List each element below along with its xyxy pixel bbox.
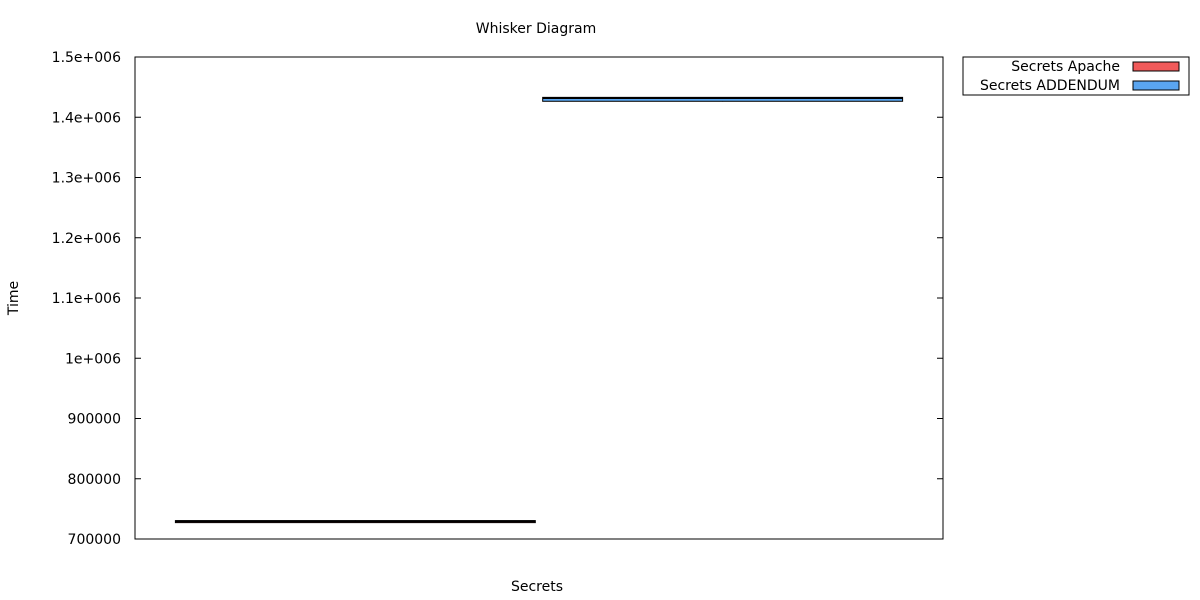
y-tick-label: 1.3e+006 xyxy=(52,171,121,187)
legend-label: Secrets Apache xyxy=(1011,59,1120,75)
y-tick-label: 1.4e+006 xyxy=(52,110,121,126)
chart-title: Whisker Diagram xyxy=(476,21,596,37)
plot-area-frame xyxy=(134,56,944,540)
legend-label: Secrets ADDENDUM xyxy=(980,78,1120,94)
x-axis-label: Secrets xyxy=(511,579,563,595)
y-tick-label: 1.1e+006 xyxy=(52,291,121,307)
y-axis-ticks: 700000 800000 900000 1e+006 1.1e+006 1.2e+006… xyxy=(52,50,943,548)
y-tick-label: 1.5e+006 xyxy=(52,50,121,66)
legend-swatch xyxy=(1132,80,1180,91)
y-axis-label: Time xyxy=(6,281,22,316)
y-tick-label: 900000 xyxy=(68,412,121,428)
legend-swatch xyxy=(1132,61,1180,72)
box-series xyxy=(174,96,904,524)
y-tick-label: 1e+006 xyxy=(65,351,121,367)
y-tick-label: 700000 xyxy=(68,532,121,548)
legend: Secrets Apache Secrets ADDENDUM xyxy=(962,56,1190,96)
y-tick-label: 1.2e+006 xyxy=(52,231,121,247)
y-tick-label: 800000 xyxy=(68,472,121,488)
